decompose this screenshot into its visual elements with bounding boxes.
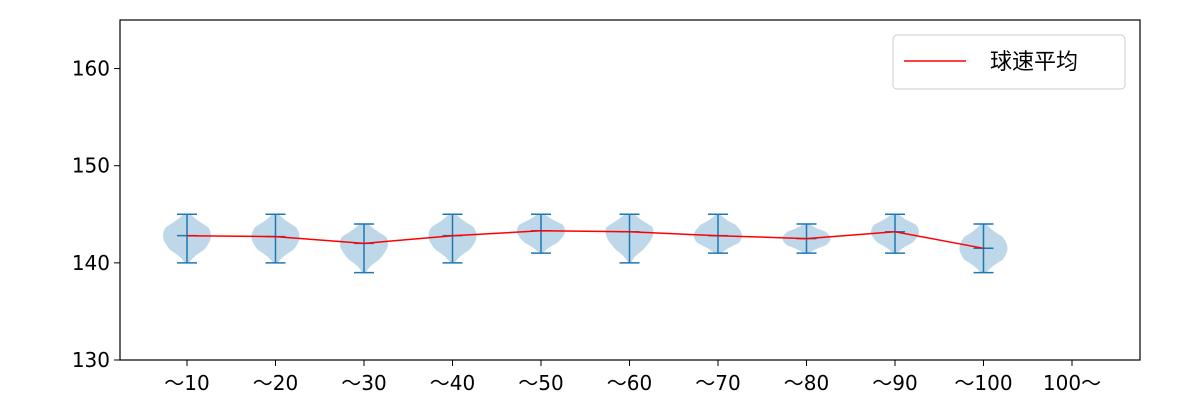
stat-layer bbox=[177, 213, 994, 274]
x-tick-label: ～40 bbox=[430, 371, 475, 395]
x-tick-label: ～50 bbox=[518, 371, 563, 395]
violin-layer bbox=[163, 214, 1008, 273]
y-tick-label: 140 bbox=[72, 251, 110, 275]
x-axis: ～10 ～20 ～30 ～40 ～50 ～60 ～70 ～80 ～90 ～100 100～ bbox=[164, 360, 1101, 395]
x-tick-label: ～90 bbox=[872, 371, 917, 395]
y-axis: 130 140 150 160 bbox=[72, 57, 120, 372]
x-tick-label: ～20 bbox=[253, 371, 298, 395]
y-tick-label: 130 bbox=[72, 348, 110, 372]
x-tick-label: ～100 bbox=[954, 371, 1012, 395]
x-tick-label: ～70 bbox=[695, 371, 740, 395]
x-tick-label: ～80 bbox=[784, 371, 829, 395]
x-tick-label: ～30 bbox=[341, 371, 386, 395]
series-line bbox=[186, 230, 984, 250]
legend-box bbox=[892, 34, 1126, 90]
x-tick-label: ～10 bbox=[164, 371, 209, 395]
line-layer bbox=[186, 230, 984, 250]
y-tick-label: 150 bbox=[72, 154, 110, 178]
legend: 球速平均 bbox=[892, 34, 1126, 90]
legend-label: 球速平均 bbox=[990, 50, 1078, 75]
x-tick-label: 100～ bbox=[1043, 371, 1101, 395]
x-tick-label: ～60 bbox=[607, 371, 652, 395]
y-tick-label: 160 bbox=[72, 57, 110, 81]
